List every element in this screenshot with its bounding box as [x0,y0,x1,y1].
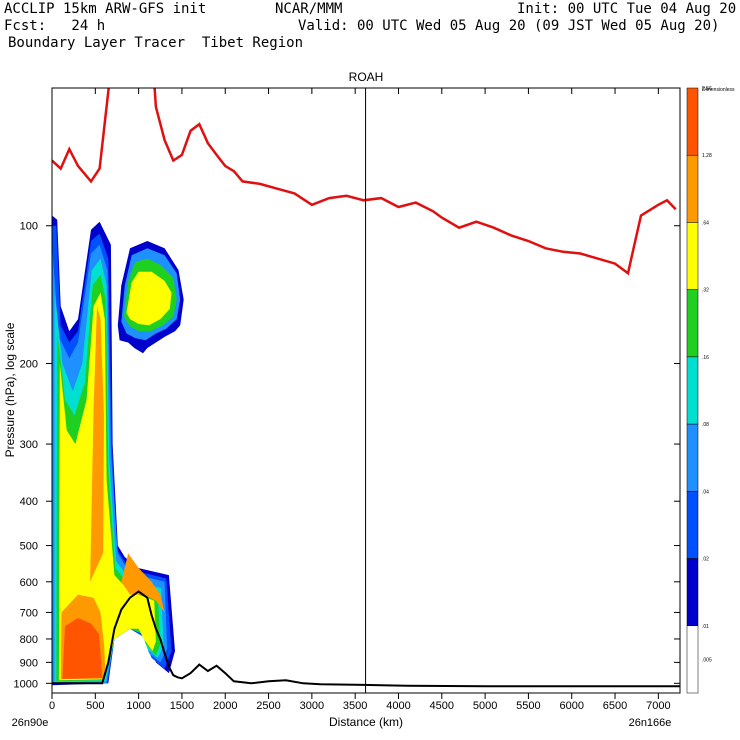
header-forecast-hour: Fcst: 24 h [4,18,106,34]
x-tick-label: 4500 [430,700,454,712]
x-tick-label: 5500 [516,700,540,712]
colorbar: .005 .01 .02 .04 .08 .16 .32 .64 1.28 2.56 [686,86,712,694]
y-tick-label: 600 [20,577,38,589]
x-tick-label: 4000 [386,700,410,712]
colorbar-level-label: .64 [702,220,709,226]
colorbar-level-label: .32 [702,288,709,294]
x-tick-label: 6000 [559,700,583,712]
tracer-contour-band [58,292,156,681]
colorbar-level-label: .02 [702,557,709,563]
x-tick-label: 500 [86,700,104,712]
y-tick-label: 700 [20,607,38,619]
colorbar-swatch [686,356,699,425]
colorbar-swatch [686,87,699,156]
x-tick-label: 3500 [343,700,367,712]
tracer-contour-fill [52,215,184,686]
tracer-contour-band [126,271,172,326]
header-field-name: Boundary Layer Tracer Tibet Region [8,35,304,51]
header-init-time: Init: 00 UTC Tue 04 Aug 20 [517,1,737,17]
x-start-location-label: 26n90e [12,717,49,729]
colorbar-swatch [686,423,699,492]
y-tick-label: 100 [20,221,38,233]
colorbar-swatch [686,491,699,559]
plot-frame [51,87,681,694]
x-tick-label: 1500 [170,700,194,712]
x-tick-label: 7000 [646,700,670,712]
x-tick-label: 5000 [473,700,497,712]
x-tick-label: 2000 [213,700,237,712]
colorbar-level-label: .08 [702,422,709,428]
x-tick-label: 0 [49,700,55,712]
header-valid-time: Valid: 00 UTC Wed 05 Aug 20 (09 JST Wed … [298,18,720,34]
colorbar-swatch [686,558,699,627]
colorbar-level-label: .01 [702,624,709,630]
tracer-contour-band [121,553,165,613]
tropopause-line [52,88,677,276]
y-tick-label: 200 [20,358,38,370]
colorbar-level-label: .04 [702,489,709,495]
tracer-contour-band [62,618,103,679]
terrain-line [52,590,680,688]
colorbar-level-label: 2.56 [702,86,712,92]
header-institution: NCAR/MMM [275,1,343,17]
colorbar-swatch [686,154,699,223]
x-tick-label: 6500 [603,700,627,712]
x-axis-label: Distance (km) [329,715,403,729]
y-tick-label: 800 [20,634,38,646]
header-model-name: ACCLIP 15km ARW-GFS init [4,1,207,17]
y-axis-label: Pressure (hPa), log scale [3,322,17,457]
colorbar-swatch [686,289,699,358]
colorbar-swatch [686,625,699,694]
y-tick-label: 1000 [14,678,38,690]
colorbar-level-label: 1.28 [702,153,712,159]
tracer-contour-band [90,306,104,582]
x-tick-label: 3000 [300,700,324,712]
colorbar-level-label: .16 [702,355,709,361]
colorbar-swatch [686,222,699,290]
x-tick-label: 2500 [256,700,280,712]
x-tick-label: 1000 [126,700,150,712]
colorbar-level-label: .005 [702,657,712,663]
y-tick-label: 300 [20,439,38,451]
colorbar-units-label: Dimensionless [702,87,735,93]
y-tick-label: 400 [20,496,38,508]
chart-title: ROAH [349,70,384,84]
x-end-location-label: 26n166e [629,717,672,729]
y-tick-label: 500 [20,541,38,553]
y-tick-label: 900 [20,657,38,669]
